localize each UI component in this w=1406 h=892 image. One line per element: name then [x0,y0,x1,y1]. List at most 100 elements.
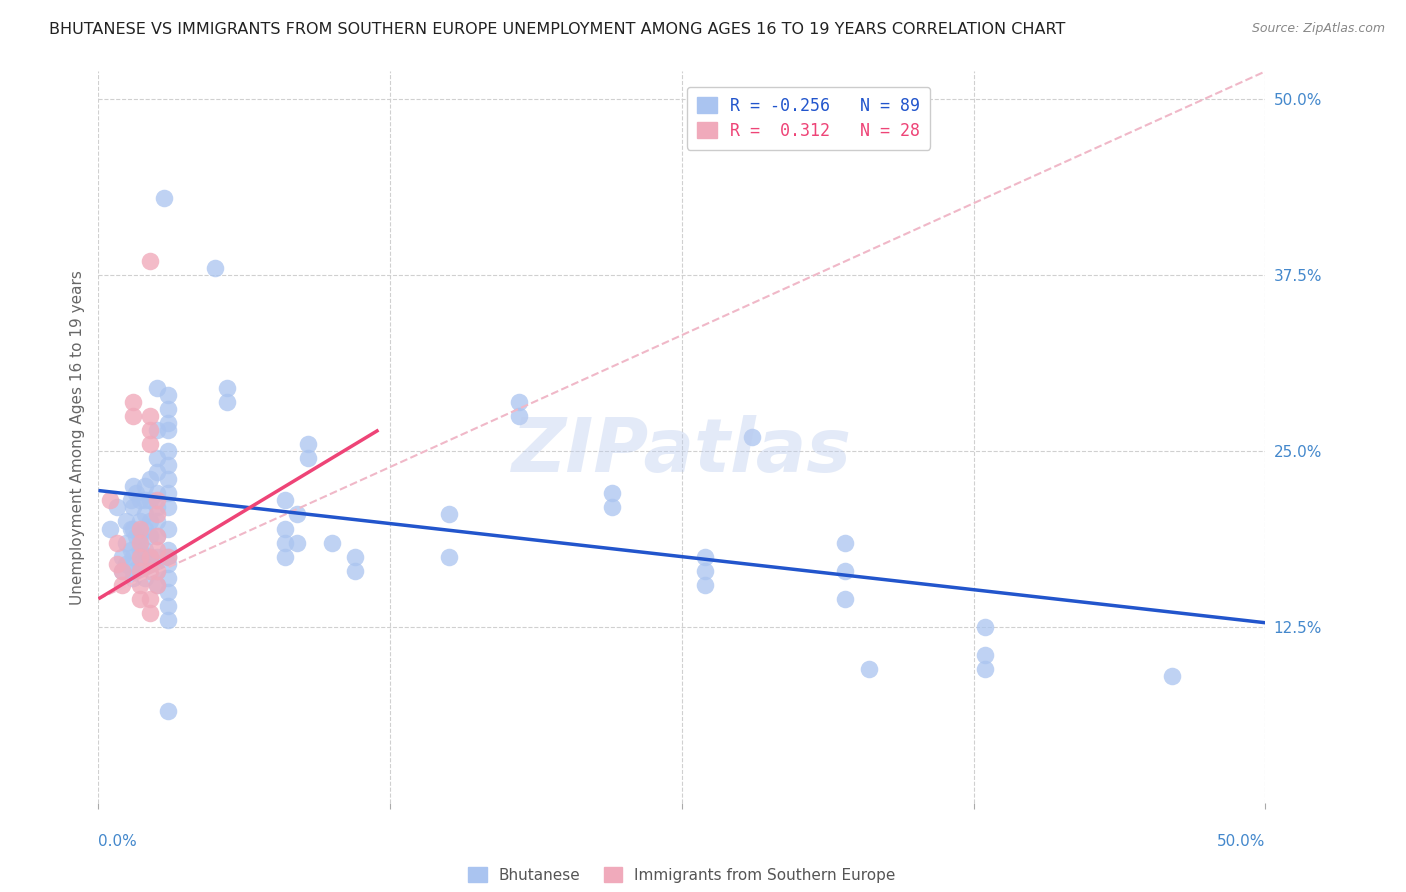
Point [134,521,156,535]
Text: 0.0%: 0.0% [98,834,138,849]
Point [129,578,152,592]
Point [157,557,180,571]
Point [115,557,138,571]
Point [122,521,145,535]
Point [105,500,128,515]
Point [157,549,180,564]
Point [139,564,162,578]
Point [129,557,152,571]
Point [139,472,162,486]
Point [129,528,152,542]
Point [834,535,856,549]
Y-axis label: Unemployment Among Ages 16 to 19 years: Unemployment Among Ages 16 to 19 years [69,269,84,605]
Point [129,549,152,564]
Point [152,191,174,205]
Point [157,423,180,437]
Point [129,542,152,557]
Point [122,564,145,578]
Point [146,508,169,522]
Point [344,564,367,578]
Point [139,591,162,606]
Point [129,493,152,508]
Point [285,535,308,549]
Point [157,444,180,458]
Point [600,500,623,515]
Point [134,479,156,493]
Point [146,528,169,542]
Point [111,578,134,592]
Point [129,521,152,535]
Point [146,486,169,500]
Point [146,542,169,557]
Legend: Bhutanese, Immigrants from Southern Europe: Bhutanese, Immigrants from Southern Euro… [461,860,903,890]
Point [858,662,880,676]
Point [204,261,226,276]
Point [139,528,162,542]
Point [344,549,367,564]
Text: Source: ZipAtlas.com: Source: ZipAtlas.com [1251,22,1385,36]
Point [157,458,180,473]
Point [974,662,997,676]
Point [157,486,180,500]
Point [1161,669,1184,683]
Point [741,430,763,444]
Point [974,648,997,662]
Point [120,542,142,557]
Point [115,515,138,529]
Point [120,521,142,535]
Point [157,388,180,402]
Point [146,528,169,542]
Point [134,508,156,522]
Point [274,535,297,549]
Point [600,486,623,500]
Point [146,564,169,578]
Point [321,535,343,549]
Point [111,549,134,564]
Point [98,521,121,535]
Point [297,451,319,466]
Point [134,571,156,585]
Point [129,591,152,606]
Point [437,508,460,522]
Point [105,557,128,571]
Text: 50.0%: 50.0% [1218,834,1265,849]
Point [120,493,142,508]
Text: ZIPatlas: ZIPatlas [512,415,852,488]
Point [146,500,169,515]
Point [274,521,297,535]
Point [115,535,138,549]
Point [157,401,180,416]
Point [157,599,180,613]
Point [146,381,169,395]
Point [146,423,169,437]
Point [157,705,180,719]
Point [122,479,145,493]
Point [146,564,169,578]
Point [139,423,162,437]
Point [111,564,134,578]
Point [139,493,162,508]
Point [974,620,997,634]
Point [274,493,297,508]
Point [157,500,180,515]
Point [139,515,162,529]
Point [157,542,180,557]
Point [134,557,156,571]
Point [129,535,152,549]
Point [274,549,297,564]
Point [437,549,460,564]
Point [111,564,134,578]
Point [157,472,180,486]
Point [695,564,717,578]
Point [297,437,319,451]
Point [134,542,156,557]
Text: BHUTANESE VS IMMIGRANTS FROM SOUTHERN EUROPE UNEMPLOYMENT AMONG AGES 16 TO 19 YE: BHUTANESE VS IMMIGRANTS FROM SOUTHERN EU… [49,22,1066,37]
Point [146,493,169,508]
Point [98,493,121,508]
Point [125,528,148,542]
Point [139,254,162,268]
Point [129,515,152,529]
Point [834,591,856,606]
Point [146,549,169,564]
Point [122,500,145,515]
